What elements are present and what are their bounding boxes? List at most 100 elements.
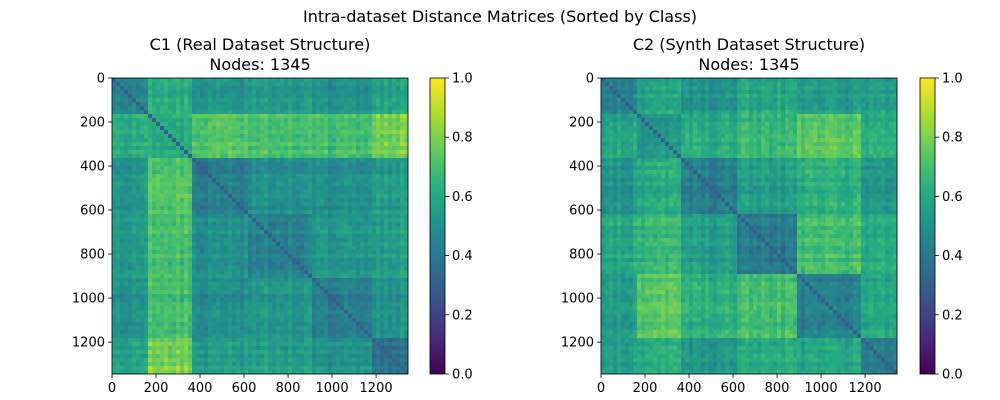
heatmap-cell — [252, 318, 257, 323]
heatmap-cell — [128, 226, 133, 231]
heatmap-cell — [276, 110, 281, 115]
heatmap-cell — [340, 194, 345, 199]
heatmap-cell — [120, 118, 125, 123]
heatmap-cell — [152, 282, 157, 287]
heatmap-cell — [332, 334, 337, 339]
heatmap-cell — [292, 90, 297, 95]
heatmap-cell — [152, 110, 157, 115]
heatmap-cell — [120, 338, 125, 343]
heatmap-cell — [328, 174, 333, 179]
heatmap-cell — [232, 94, 237, 99]
heatmap-cell — [388, 262, 393, 267]
heatmap-cell — [280, 154, 285, 159]
heatmap-cell — [220, 242, 225, 247]
heatmap-cell — [280, 158, 285, 163]
heatmap-cell — [152, 346, 157, 351]
heatmap-cell — [120, 314, 125, 319]
heatmap-cell — [184, 330, 189, 335]
heatmap-cell — [380, 250, 385, 255]
heatmap-cell — [392, 242, 397, 247]
heatmap-cell — [248, 150, 253, 155]
heatmap-cell — [364, 110, 369, 115]
heatmap-cell — [364, 266, 369, 271]
heatmap-cell — [204, 110, 209, 115]
heatmap-cell — [228, 138, 233, 143]
heatmap-cell — [336, 294, 341, 299]
heatmap-cell — [112, 198, 117, 203]
heatmap-cell — [236, 170, 241, 175]
heatmap-cell — [320, 138, 325, 143]
heatmap-cell — [220, 250, 225, 255]
heatmap-cell — [252, 326, 257, 331]
heatmap-cell — [228, 126, 233, 131]
heatmap-cell — [180, 178, 185, 183]
heatmap-cell — [116, 150, 121, 155]
heatmap-cell — [240, 134, 245, 139]
heatmap-cell — [344, 82, 349, 87]
heatmap-cell — [376, 218, 381, 223]
heatmap-cell — [356, 130, 361, 135]
heatmap-cell — [264, 162, 269, 167]
heatmap-cell — [332, 102, 337, 107]
heatmap-cell — [288, 338, 293, 343]
heatmap-cell — [272, 246, 277, 251]
heatmap-cell — [372, 90, 377, 95]
heatmap-cell — [260, 306, 265, 311]
heatmap-cell — [188, 106, 193, 111]
heatmap-cell — [296, 230, 301, 235]
heatmap-cell — [388, 250, 393, 255]
heatmap-cell — [324, 170, 329, 175]
heatmap-cell — [388, 170, 393, 175]
heatmap-cell — [124, 274, 129, 279]
heatmap-cell — [132, 134, 137, 139]
heatmap-cell — [240, 186, 245, 191]
heatmap-cell — [344, 218, 349, 223]
heatmap-cell — [348, 234, 353, 239]
heatmap-cell — [312, 274, 317, 279]
heatmap-cell — [256, 82, 261, 87]
heatmap-cell — [168, 302, 173, 307]
heatmap-cell — [232, 298, 237, 303]
heatmap-cell — [220, 210, 225, 215]
heatmap-cell — [332, 218, 337, 223]
heatmap-cell — [136, 242, 141, 247]
heatmap-cell — [380, 210, 385, 215]
heatmap-cell — [272, 150, 277, 155]
heatmap-cell — [380, 326, 385, 331]
heatmap-cell — [284, 82, 289, 87]
heatmap-cell — [236, 98, 241, 103]
heatmap-cell — [344, 306, 349, 311]
heatmap-cell — [228, 118, 233, 123]
heatmap-cell — [216, 290, 221, 295]
heatmap-cell — [176, 142, 181, 147]
heatmap-cell — [216, 242, 221, 247]
heatmap-cell — [296, 214, 301, 219]
heatmap-cell — [180, 290, 185, 295]
heatmap-cell — [356, 126, 361, 131]
heatmap-cell — [256, 286, 261, 291]
heatmap-cell — [148, 146, 153, 151]
heatmap-cell — [332, 146, 337, 151]
heatmap-cell — [380, 334, 385, 339]
heatmap-cell — [252, 262, 257, 267]
heatmap-cell — [172, 330, 177, 335]
heatmap-cell — [340, 174, 345, 179]
heatmap-cell — [380, 134, 385, 139]
heatmap-cell — [192, 94, 197, 99]
heatmap-cell — [224, 138, 229, 143]
heatmap-cell — [128, 114, 133, 119]
heatmap-cell — [168, 222, 173, 227]
heatmap-cell — [404, 202, 409, 207]
heatmap-cell — [204, 202, 209, 207]
heatmap-cell — [168, 190, 173, 195]
heatmap-cell — [340, 226, 345, 231]
heatmap-cell — [196, 190, 201, 195]
heatmap-cell — [220, 170, 225, 175]
heatmap-cell — [112, 162, 117, 167]
heatmap-cell — [160, 286, 165, 291]
heatmap-cell — [308, 158, 313, 163]
heatmap-cell — [116, 218, 121, 223]
heatmap-cell — [260, 318, 265, 323]
heatmap-cell — [400, 306, 405, 311]
heatmap-cell — [348, 102, 353, 107]
